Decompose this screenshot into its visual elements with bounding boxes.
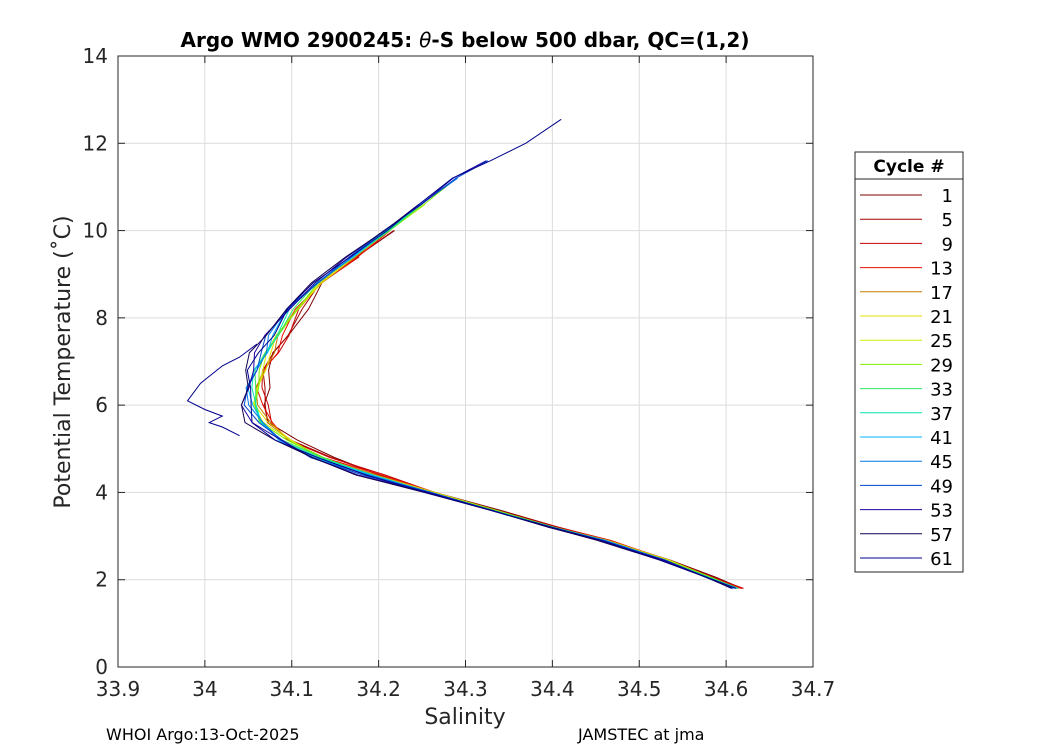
series-line-excursion	[186, 343, 258, 437]
legend-label-cycle-33: 33	[930, 380, 953, 401]
chart-title-suffix: -S below 500 dbar, QC=(1,2)	[431, 28, 749, 52]
x-tick-label: 34.5	[617, 677, 662, 701]
legend: Cycle # 1 5 9 13 17 21 25 29 33 37 41 45 49 53 57 61	[854, 151, 964, 573]
ticks: 33.9 34 34.1 34.2 34.3 34.4 34.5 34.6 34.7 0 2 4 6 8 1…	[83, 44, 836, 701]
x-tick-label: 33.9	[96, 677, 141, 701]
legend-label-cycle-45: 45	[930, 452, 953, 473]
footer-source: WHOI Argo:13-Oct-2025	[106, 725, 300, 744]
footer-institution: JAMSTEC at jma	[578, 725, 705, 744]
legend-label-cycle-41: 41	[930, 428, 953, 449]
legend-label-cycle-57: 57	[930, 525, 953, 546]
legend-label-cycle-25: 25	[930, 331, 953, 352]
legend-label-cycle-49: 49	[930, 476, 953, 497]
x-tick-label: 34.1	[269, 677, 314, 701]
plot-area: 33.9 34 34.1 34.2 34.3 34.4 34.5 34.6 34.7 0 2 4 6 8 1…	[83, 44, 836, 701]
legend-label-cycle-61: 61	[930, 549, 953, 570]
series-line-cycle-61	[246, 118, 737, 589]
legend-box	[854, 151, 964, 573]
x-tick-label: 34.6	[704, 677, 749, 701]
y-tick-label: 12	[83, 131, 108, 155]
x-tick-label: 34.2	[356, 677, 401, 701]
legend-label-cycle-9: 9	[942, 234, 953, 255]
x-tick-label: 34.7	[791, 677, 836, 701]
legend-label-cycle-29: 29	[930, 355, 953, 376]
legend-label-cycle-5: 5	[942, 210, 953, 231]
x-tick-label: 34	[192, 677, 217, 701]
chart-title: Argo WMO 2900245: θ-S below 500 dbar, QC…	[181, 28, 750, 52]
y-tick-label: 4	[95, 480, 108, 504]
y-tick-label: 8	[95, 306, 108, 330]
chart-title-symbol: θ	[419, 28, 431, 52]
y-tick-label: 6	[95, 393, 108, 417]
y-tick-label: 0	[95, 655, 108, 679]
y-axis-label: Potential Temperature (˚C)	[51, 215, 76, 508]
x-axis-label: Salinity	[424, 705, 505, 730]
legend-entries: 1 5 9 13 17 21 25 29 33 37 41 45 49 53 57 61	[860, 186, 953, 570]
legend-label-cycle-17: 17	[930, 283, 953, 304]
chart-title-prefix: Argo WMO 2900245:	[181, 28, 420, 52]
series-line-cycle-57	[240, 204, 733, 589]
legend-title: Cycle #	[873, 157, 944, 177]
legend-label-cycle-21: 21	[930, 307, 953, 328]
legend-label-cycle-1: 1	[942, 186, 953, 207]
legend-label-cycle-13: 13	[930, 259, 953, 280]
legend-label-cycle-37: 37	[930, 404, 953, 425]
x-tick-label: 34.3	[443, 677, 488, 701]
y-tick-label: 10	[83, 219, 108, 243]
legend-label-cycle-53: 53	[930, 501, 953, 522]
x-tick-label: 34.4	[530, 677, 575, 701]
y-tick-label: 2	[95, 568, 108, 592]
series-layer	[186, 118, 744, 589]
y-tick-label: 14	[83, 44, 108, 68]
